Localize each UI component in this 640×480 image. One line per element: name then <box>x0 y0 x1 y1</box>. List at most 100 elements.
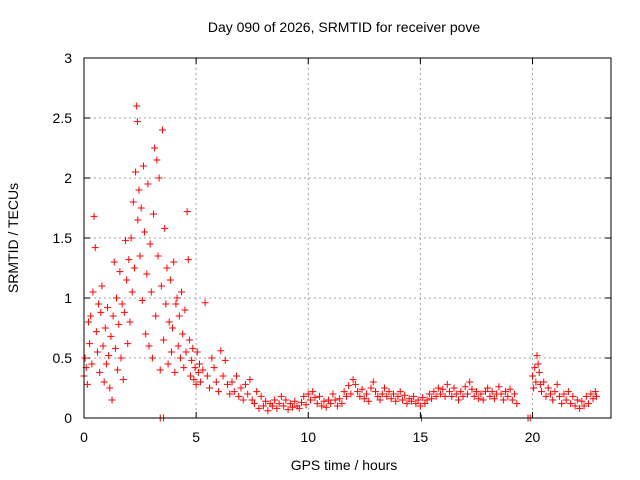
data-point <box>374 392 382 400</box>
x-tick-label: 10 <box>300 429 316 445</box>
data-point <box>176 354 184 362</box>
data-point <box>578 397 586 405</box>
data-point <box>363 390 371 398</box>
data-point <box>257 392 265 400</box>
data-point <box>277 392 285 400</box>
data-point <box>192 380 200 388</box>
data-point <box>182 348 190 356</box>
data-point <box>414 396 422 404</box>
data-point <box>197 378 205 386</box>
data-point <box>546 390 554 398</box>
data-point <box>108 396 116 404</box>
data-point <box>141 228 149 236</box>
data-point <box>555 392 563 400</box>
data-point <box>327 400 335 408</box>
data-point <box>158 126 166 134</box>
data-point <box>126 318 134 326</box>
data-point <box>592 392 600 400</box>
x-axis-label: GPS time / hours <box>291 457 398 473</box>
data-point <box>248 396 256 404</box>
data-point <box>101 324 109 332</box>
data-point <box>136 252 144 260</box>
data-point <box>156 366 164 374</box>
data-point <box>421 400 429 408</box>
y-axis-label: SRMTID / TECUs <box>5 183 21 293</box>
data-point <box>193 348 201 356</box>
data-point <box>111 344 119 352</box>
data-point <box>309 388 317 396</box>
data-point <box>144 180 152 188</box>
data-point <box>212 378 220 386</box>
data-point <box>419 394 427 402</box>
data-point <box>441 392 449 400</box>
data-point <box>354 388 362 396</box>
data-point <box>298 398 306 406</box>
data-point <box>450 384 458 392</box>
data-point <box>99 342 107 350</box>
data-point <box>91 244 99 252</box>
data-point <box>472 388 480 396</box>
data-point <box>128 288 136 296</box>
data-point <box>291 397 299 405</box>
data-point <box>313 400 321 408</box>
data-point <box>356 392 364 400</box>
data-point <box>490 395 498 403</box>
data-point <box>235 392 243 400</box>
data-point <box>367 384 375 392</box>
data-point <box>123 276 131 284</box>
data-point <box>544 384 552 392</box>
data-point <box>129 198 137 206</box>
data-point <box>282 396 290 404</box>
data-point <box>302 401 310 409</box>
data-point <box>154 252 162 260</box>
data-point <box>378 390 386 398</box>
data-point <box>92 328 100 336</box>
data-point <box>466 378 474 386</box>
data-point <box>195 360 203 368</box>
data-point <box>446 388 454 396</box>
data-point <box>259 402 267 410</box>
tick-labels: 0 5 10 15 20 0 0.5 1 1.5 2 2.5 3 <box>53 50 541 445</box>
data-point <box>529 372 537 380</box>
data-point <box>262 397 270 405</box>
data-point <box>139 162 147 170</box>
data-point <box>97 308 105 316</box>
data-point <box>401 391 409 399</box>
data-point <box>320 397 328 405</box>
data-point <box>551 388 559 396</box>
data-point <box>430 388 438 396</box>
data-point <box>226 390 234 398</box>
data-point <box>116 268 124 276</box>
data-point <box>121 236 129 244</box>
data-point <box>215 388 223 396</box>
data-point <box>304 390 312 398</box>
data-point <box>180 364 188 372</box>
data-point <box>221 356 229 364</box>
data-point <box>530 384 538 392</box>
data-point <box>187 372 195 380</box>
data-point <box>470 392 478 400</box>
data-point <box>385 388 393 396</box>
data-point <box>124 340 132 348</box>
data-point <box>351 380 359 388</box>
data-point <box>255 404 263 412</box>
data-point <box>534 360 542 368</box>
data-point <box>190 376 198 384</box>
data-point <box>275 400 283 408</box>
data-point <box>484 384 492 392</box>
data-point <box>506 385 514 393</box>
data-point <box>329 390 337 398</box>
data-point <box>237 384 245 392</box>
data-point <box>455 396 463 404</box>
data-point <box>511 390 519 398</box>
data-point <box>504 392 512 400</box>
data-point <box>495 383 503 391</box>
data-point <box>457 388 465 396</box>
data-point <box>191 364 199 372</box>
data-point <box>115 320 123 328</box>
data-point <box>178 288 186 296</box>
data-point <box>118 300 126 308</box>
data-point <box>295 404 303 412</box>
data-point <box>88 360 96 368</box>
data-point <box>171 368 179 376</box>
